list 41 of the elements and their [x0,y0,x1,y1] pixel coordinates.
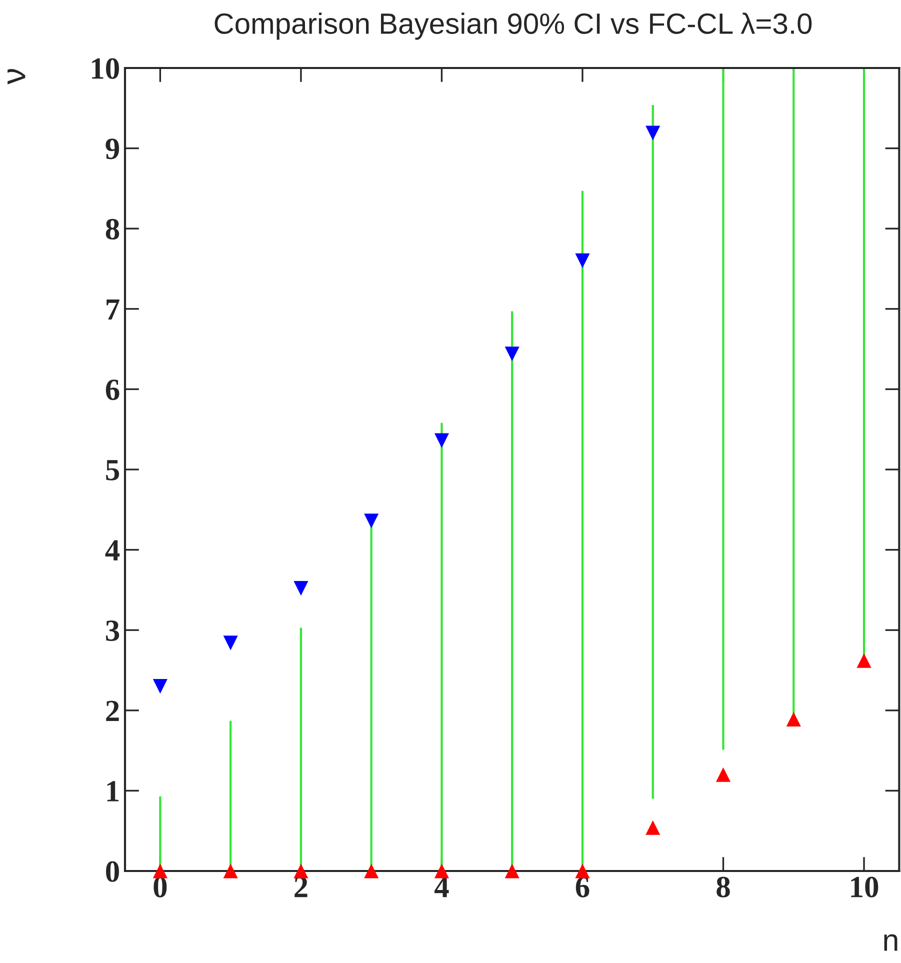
y-tick-label: 6 [106,380,120,400]
point [152,679,168,694]
x-tick-label: 4 [434,876,449,898]
bar [722,68,724,750]
x-tick-label: 8 [716,876,730,898]
y-tick-label: 1 [107,781,119,802]
point [223,636,238,650]
y-tick-label: 2 [106,700,119,721]
point [786,712,801,727]
point [434,864,449,878]
point [504,864,520,878]
x-tick-label: 0 [154,876,167,898]
point [364,864,379,878]
point [575,864,590,878]
y-tick-label: 5 [106,460,120,480]
y-tick-label: 8 [106,218,120,240]
point [575,253,590,268]
point [294,581,308,596]
point [716,767,731,782]
x-axis-title: n [884,934,898,951]
point [646,126,660,140]
point [646,820,660,835]
bar [652,104,654,799]
point [223,864,238,878]
point [434,433,449,448]
y-axis-title: ν [8,68,26,84]
y-tick-label: 3 [106,620,120,641]
chart-title: Comparison Bayesian 90% CI vs FC-CL λ=3.0 [214,12,812,40]
y-tick-label: 9 [106,138,120,160]
point [294,864,308,878]
point [504,346,520,362]
y-tick-label: 7 [106,299,120,320]
y-tick-label: 4 [105,540,120,560]
bar [792,68,795,716]
y-tick-label: 10 [92,58,119,79]
point [364,514,379,528]
x-tick-label: 6 [576,876,590,898]
y-tick-label: 0 [106,861,119,882]
x-tick-label: 10 [851,876,878,898]
point [856,653,872,668]
point [152,864,168,878]
